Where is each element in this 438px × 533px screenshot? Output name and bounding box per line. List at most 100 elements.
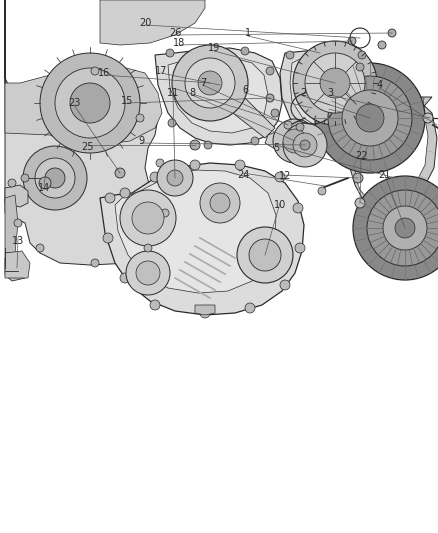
Circle shape [40, 53, 140, 153]
Circle shape [318, 187, 326, 195]
Text: 24: 24 [237, 170, 249, 180]
Circle shape [105, 193, 115, 203]
Circle shape [91, 67, 99, 75]
Circle shape [235, 160, 245, 170]
Circle shape [305, 53, 365, 113]
Circle shape [284, 121, 292, 129]
Text: 9: 9 [138, 136, 144, 146]
Circle shape [356, 63, 364, 71]
Circle shape [295, 243, 305, 253]
Circle shape [275, 172, 285, 182]
Circle shape [342, 90, 398, 146]
Circle shape [395, 218, 415, 238]
Circle shape [293, 41, 377, 125]
Circle shape [45, 168, 65, 188]
Polygon shape [280, 50, 382, 141]
Circle shape [237, 227, 293, 283]
Polygon shape [290, 57, 372, 130]
Circle shape [293, 133, 317, 157]
Circle shape [204, 141, 212, 149]
Circle shape [172, 45, 248, 121]
Circle shape [91, 259, 99, 267]
Text: 4: 4 [377, 80, 383, 90]
Circle shape [266, 94, 274, 102]
Circle shape [166, 49, 174, 57]
Circle shape [300, 140, 310, 150]
Text: 20: 20 [139, 18, 151, 28]
Circle shape [120, 188, 130, 198]
Circle shape [296, 123, 304, 131]
Polygon shape [355, 98, 428, 201]
Polygon shape [5, 251, 30, 278]
Text: 13: 13 [12, 236, 24, 246]
Circle shape [378, 41, 386, 49]
Text: 8: 8 [189, 88, 195, 98]
Circle shape [353, 173, 363, 183]
Circle shape [70, 83, 110, 123]
Polygon shape [5, 255, 28, 281]
Polygon shape [195, 305, 215, 315]
Text: 7: 7 [200, 78, 206, 88]
Polygon shape [100, 0, 205, 45]
Text: 23: 23 [68, 98, 80, 108]
Polygon shape [348, 97, 437, 211]
Circle shape [120, 273, 130, 283]
Text: 14: 14 [38, 183, 50, 193]
Circle shape [388, 29, 396, 37]
Circle shape [190, 160, 200, 170]
Circle shape [168, 119, 176, 127]
Circle shape [371, 117, 379, 125]
Circle shape [150, 172, 160, 182]
Circle shape [210, 193, 230, 213]
Text: 11: 11 [167, 88, 179, 98]
Circle shape [348, 37, 356, 45]
Circle shape [23, 146, 87, 210]
Polygon shape [155, 48, 282, 145]
Circle shape [358, 51, 366, 59]
Circle shape [280, 280, 290, 290]
Text: 12: 12 [279, 171, 291, 181]
Circle shape [315, 63, 425, 173]
Circle shape [21, 174, 29, 182]
Polygon shape [168, 57, 268, 133]
Circle shape [136, 114, 144, 122]
Polygon shape [5, 0, 162, 145]
Circle shape [120, 190, 176, 246]
Circle shape [14, 219, 22, 227]
Circle shape [200, 183, 240, 223]
Text: 15: 15 [121, 96, 133, 106]
Text: 10: 10 [274, 200, 286, 210]
Text: 25: 25 [82, 142, 94, 152]
Text: 1: 1 [245, 28, 251, 38]
Text: 5: 5 [273, 143, 279, 153]
Circle shape [286, 51, 294, 59]
Circle shape [115, 168, 125, 178]
Circle shape [353, 176, 438, 280]
Circle shape [241, 47, 249, 55]
Circle shape [367, 190, 438, 266]
Polygon shape [5, 0, 175, 265]
Text: 16: 16 [98, 68, 110, 78]
Text: 6: 6 [242, 85, 248, 95]
Circle shape [320, 68, 350, 98]
Polygon shape [5, 195, 18, 253]
Circle shape [245, 303, 255, 313]
Circle shape [251, 137, 259, 145]
Text: 22: 22 [355, 151, 367, 161]
Polygon shape [5, 185, 28, 207]
Circle shape [271, 109, 279, 117]
Circle shape [185, 58, 235, 108]
Text: 2: 2 [300, 88, 306, 98]
Polygon shape [220, 85, 275, 138]
Circle shape [283, 129, 307, 153]
Circle shape [8, 179, 16, 187]
Circle shape [266, 67, 274, 75]
Circle shape [144, 244, 152, 252]
Circle shape [190, 140, 200, 150]
Circle shape [136, 261, 160, 285]
Circle shape [132, 202, 164, 234]
Circle shape [167, 170, 183, 186]
Circle shape [355, 198, 365, 208]
Circle shape [161, 209, 169, 217]
Circle shape [126, 251, 170, 295]
